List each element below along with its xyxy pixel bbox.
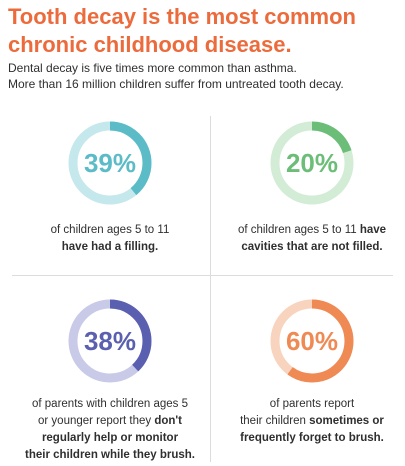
intro-line-1: Dental decay is five times more common t… — [8, 61, 297, 75]
caption-line: have had a filling. — [61, 241, 159, 253]
stat-caption: of children ages 5 to 11 have cavities t… — [212, 222, 405, 256]
progress-ring-graphic — [270, 121, 354, 205]
stat-percent: 60% — [285, 326, 339, 356]
caption-line: of parents report — [269, 398, 355, 410]
stat-caption: of children ages 5 to 11 have had a fill… — [10, 222, 210, 256]
page-title: Tooth decay is the most common chronic c… — [8, 3, 403, 59]
stat-caption: of parents report their children sometim… — [212, 396, 405, 447]
stat-percent: 38% — [83, 326, 137, 356]
caption-line: frequently forget to brush. — [240, 432, 384, 444]
progress-ring: 38% — [65, 296, 155, 386]
stat-card-cavities: 20% of children ages 5 to 11 have caviti… — [212, 118, 405, 268]
stat-card-monitoring: 38% of parents with children ages 5 or y… — [10, 296, 210, 464]
horizontal-divider — [12, 275, 393, 276]
intro-text: Dental decay is five times more common t… — [8, 60, 403, 92]
stat-card-fillings: 39% of children ages 5 to 11 have had a … — [10, 118, 210, 268]
ring-fill — [68, 299, 152, 383]
caption-line: of children ages 5 to 11 — [50, 224, 170, 236]
progress-ring-graphic — [270, 299, 354, 383]
stat-caption: of parents with children ages 5 or young… — [10, 396, 210, 464]
ring-fill — [270, 299, 354, 383]
ring-fill — [270, 121, 354, 205]
progress-ring-graphic — [68, 121, 152, 205]
caption-line: regularly help or monitor — [41, 432, 179, 444]
stat-percent: 39% — [83, 148, 137, 178]
title-line-2: chronic childhood disease. — [8, 32, 292, 57]
title-line-1: Tooth decay is the most common — [8, 4, 356, 29]
progress-ring-graphic — [68, 299, 152, 383]
progress-ring: 20% — [267, 118, 357, 208]
progress-ring: 60% — [267, 296, 357, 386]
caption-line: cavities that are not filled. — [241, 241, 383, 253]
caption-line: of children ages 5 to 11 have — [237, 224, 387, 236]
vertical-divider — [210, 116, 211, 462]
stat-percent: 20% — [285, 148, 339, 178]
stat-card-forget-to-brush: 60% of parents report their children som… — [212, 296, 405, 464]
progress-ring: 39% — [65, 118, 155, 208]
intro-line-2: More than 16 million children suffer fro… — [8, 77, 344, 91]
caption-line: their children sometimes or — [240, 415, 384, 427]
caption-line: their children while they brush. — [25, 449, 195, 461]
ring-fill — [68, 121, 152, 205]
caption-line: or younger report they don't — [38, 415, 182, 427]
caption-line: of parents with children ages 5 — [32, 398, 188, 410]
